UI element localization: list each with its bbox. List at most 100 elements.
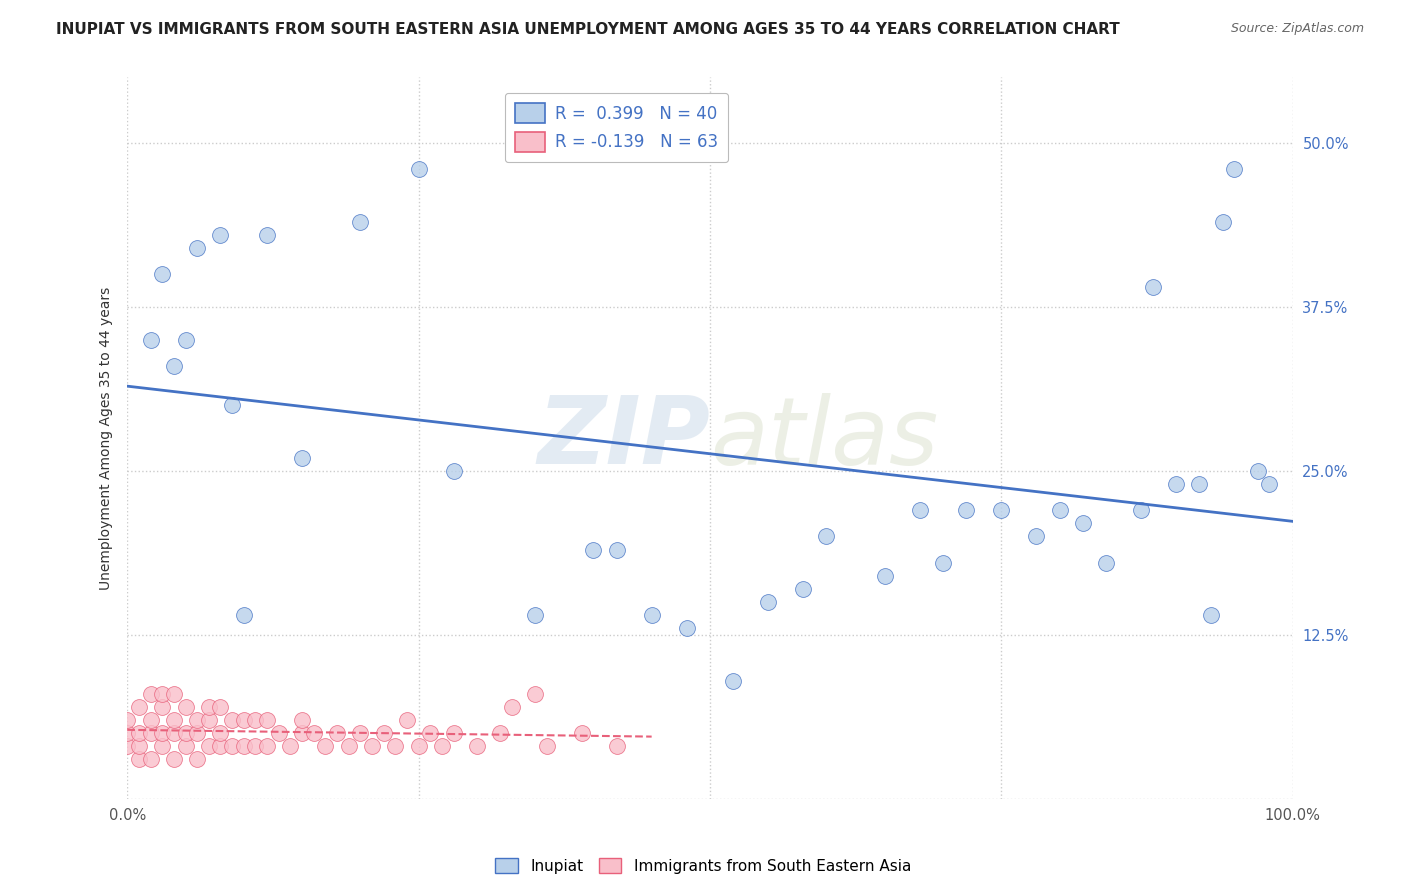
Point [675,621,697,635]
Point [163,359,186,373]
Point [419,726,441,740]
Point [1258,477,1281,491]
Point [186,752,208,766]
Point [163,713,186,727]
Point [232,713,254,727]
Point [150,726,173,740]
Point [163,752,186,766]
Point [221,713,243,727]
Point [571,726,593,740]
Point [1095,556,1118,570]
Point [1212,215,1234,229]
Point [606,739,628,754]
Point [326,726,349,740]
Point [198,739,221,754]
Point [139,333,162,347]
Point [792,582,814,596]
Point [209,739,232,754]
Point [302,726,325,740]
Point [955,503,977,517]
Point [209,227,232,242]
Point [1246,464,1268,478]
Text: atlas: atlas [710,392,938,483]
Point [291,450,314,465]
Point [280,739,302,754]
Point [128,700,150,714]
Point [256,739,278,754]
Point [489,726,512,740]
Point [349,726,371,740]
Point [245,713,267,727]
Point [408,162,430,177]
Point [128,739,150,754]
Point [1199,608,1222,623]
Point [117,713,139,727]
Point [524,608,547,623]
Point [128,752,150,766]
Point [291,713,314,727]
Point [640,608,662,623]
Legend: Inupiat, Immigrants from South Eastern Asia: Inupiat, Immigrants from South Eastern A… [489,852,917,880]
Point [209,726,232,740]
Point [873,569,896,583]
Point [1142,280,1164,294]
Y-axis label: Unemployment Among Ages 35 to 44 years: Unemployment Among Ages 35 to 44 years [100,286,114,590]
Point [932,556,955,570]
Point [1188,477,1211,491]
Point [174,726,197,740]
Point [443,464,465,478]
Point [465,739,488,754]
Point [174,739,197,754]
Point [163,726,186,740]
Point [1049,503,1071,517]
Point [174,700,197,714]
Point [536,739,558,754]
Point [314,739,336,754]
Point [150,267,173,281]
Point [1025,529,1047,543]
Point [256,227,278,242]
Legend: R =  0.399   N = 40, R = -0.139   N = 63: R = 0.399 N = 40, R = -0.139 N = 63 [505,93,728,162]
Point [908,503,931,517]
Point [128,726,150,740]
Point [186,726,208,740]
Point [139,713,162,727]
Point [209,700,232,714]
Point [373,726,395,740]
Point [198,700,221,714]
Point [232,608,254,623]
Text: ZIP: ZIP [537,392,710,484]
Point [395,713,418,727]
Text: INUPIAT VS IMMIGRANTS FROM SOUTH EASTERN ASIA UNEMPLOYMENT AMONG AGES 35 TO 44 Y: INUPIAT VS IMMIGRANTS FROM SOUTH EASTERN… [56,22,1121,37]
Point [117,726,139,740]
Text: Source: ZipAtlas.com: Source: ZipAtlas.com [1230,22,1364,36]
Point [198,713,221,727]
Point [337,739,360,754]
Point [501,700,523,714]
Point [267,726,290,740]
Point [408,739,430,754]
Point [150,687,173,701]
Point [186,241,208,255]
Point [606,542,628,557]
Point [524,687,547,701]
Point [1223,162,1246,177]
Point [139,752,162,766]
Point [582,542,605,557]
Point [221,739,243,754]
Point [990,503,1012,517]
Point [245,739,267,754]
Point [150,700,173,714]
Point [1130,503,1153,517]
Point [139,687,162,701]
Point [232,739,254,754]
Point [163,687,186,701]
Point [1164,477,1187,491]
Point [815,529,838,543]
Point [349,215,371,229]
Point [443,726,465,740]
Point [117,739,139,754]
Point [221,398,243,412]
Point [756,595,779,609]
Point [174,333,197,347]
